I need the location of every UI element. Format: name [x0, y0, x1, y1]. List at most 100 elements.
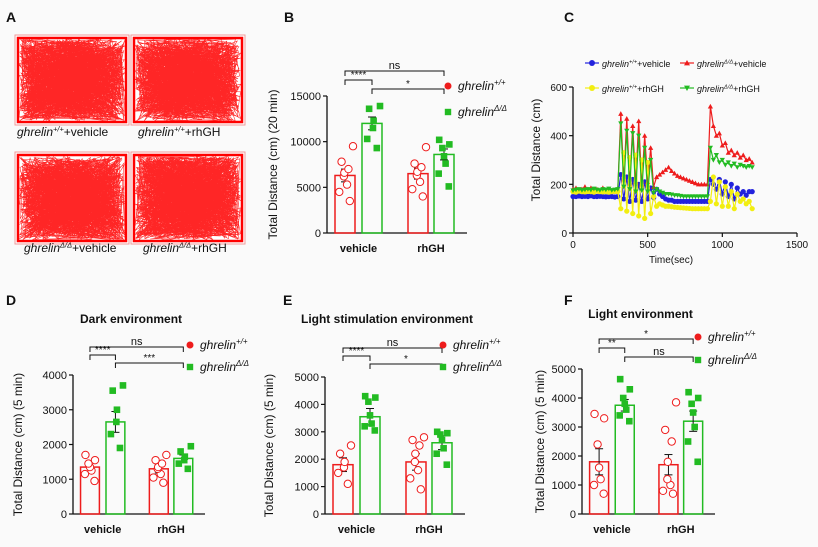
series-point — [722, 184, 728, 190]
series-point — [743, 165, 749, 170]
series-point — [704, 206, 711, 212]
series-point — [657, 189, 663, 195]
series-point — [749, 189, 755, 195]
panel-label-f: F — [564, 292, 573, 308]
track-caption-2-gene: ghrelin — [138, 125, 174, 139]
data-point — [340, 457, 349, 467]
legend-label-0: ghrelin+/+ — [200, 337, 248, 352]
legend-label-1: ghrelinΔ/Δ+vehicle — [697, 59, 766, 69]
data-point — [84, 459, 93, 468]
legend-label-2: ghrelin+/++rhGH — [602, 84, 664, 94]
data-point — [159, 478, 168, 487]
series-point — [704, 181, 710, 187]
data-point — [616, 412, 623, 419]
data-point — [373, 144, 381, 152]
legend-gene: ghrelin — [708, 353, 744, 367]
series-point — [636, 133, 642, 139]
significance-bracket — [89, 346, 184, 352]
legend-sup: +/+ — [236, 337, 248, 346]
legend-label-1: ghrelinΔ/Δ — [453, 359, 502, 374]
significance-bracket — [344, 79, 373, 85]
series-point — [630, 123, 636, 129]
series-point — [710, 174, 716, 180]
significance-label: *** — [144, 353, 156, 364]
series-point — [740, 189, 746, 195]
track-caption-1-gene: ghrelin — [17, 125, 53, 139]
panel-label-a: A — [6, 9, 16, 25]
track-caption-1: ghrelin+/++vehicle — [17, 124, 108, 139]
track-border — [132, 36, 244, 124]
y-tick-label: 5000 — [552, 364, 576, 376]
track-path — [134, 155, 242, 241]
data-point — [151, 455, 160, 465]
data-point — [177, 448, 184, 455]
track-path — [134, 38, 242, 122]
data-point — [337, 157, 346, 166]
series-point — [612, 187, 618, 193]
series-point — [671, 170, 678, 176]
legend-label-2-sup: +/+ — [629, 85, 638, 91]
series-point — [648, 145, 654, 150]
data-point — [371, 427, 379, 434]
legend-gene: ghrelin — [453, 360, 489, 374]
legend-marker — [186, 363, 194, 371]
data-point — [621, 400, 629, 408]
track-caption-1-tail: +vehicle — [64, 125, 109, 139]
legend-marker — [444, 108, 452, 116]
y-tick-label: 5000 — [297, 182, 321, 194]
data-point — [370, 117, 377, 124]
track-caption-2: ghrelin+/++rhGH — [138, 124, 220, 139]
data-point — [626, 386, 634, 393]
y-tick-label: 2000 — [43, 440, 67, 452]
series-point — [746, 198, 752, 204]
data-point — [658, 486, 668, 495]
chart-f: Light environment 0 1000 2000 3000 4000 5000 To… — [533, 307, 757, 536]
series-point — [713, 201, 719, 207]
data-point — [346, 441, 356, 450]
legend-label-1: ghrelinΔ/Δ — [458, 104, 507, 119]
series-point — [725, 160, 731, 166]
data-point — [590, 409, 599, 419]
track-path — [18, 155, 126, 241]
data-point — [376, 102, 384, 110]
data-point — [368, 420, 375, 427]
panel-label-c: C — [564, 9, 574, 25]
data-point — [663, 457, 672, 466]
data-point — [446, 141, 453, 148]
series-point — [573, 187, 579, 193]
series-point — [689, 179, 696, 184]
series-point — [734, 191, 740, 197]
chart-title: Dark environment — [80, 312, 182, 326]
series-point — [668, 168, 675, 174]
series-point — [579, 188, 585, 193]
data-point — [418, 192, 427, 201]
data-point — [594, 463, 604, 472]
chart-c: 0 200 400 600 0 500 1000 1500 Time(sec) Total Dis… — [529, 59, 809, 266]
series-point — [707, 103, 713, 109]
data-point — [109, 387, 117, 394]
series-point — [636, 213, 642, 219]
data-point — [113, 406, 121, 414]
data-point — [689, 409, 697, 416]
data-point — [411, 449, 420, 458]
data-point — [162, 450, 171, 460]
x-tick-label: 500 — [639, 240, 656, 251]
data-point — [433, 428, 441, 436]
series-point — [680, 175, 687, 181]
track-caption-3: ghrelinΔ/Δ+vehicle — [24, 240, 117, 255]
series-point — [707, 198, 713, 204]
series-point — [728, 189, 734, 195]
series-point — [731, 161, 737, 167]
data-point — [363, 135, 371, 143]
significance-label: **** — [351, 70, 367, 81]
series-point — [570, 188, 576, 194]
legend-gene: ghrelin — [458, 105, 494, 119]
series-point — [677, 174, 684, 180]
y-axis-label: Total Distance (cm) (20 min) — [266, 89, 280, 239]
data-point — [684, 438, 692, 445]
data-point — [593, 440, 602, 449]
series-point — [722, 162, 728, 168]
legend-label-3-tail: +rhGH — [733, 84, 760, 94]
track-image-3 — [14, 151, 130, 245]
legend-marker — [684, 85, 690, 91]
